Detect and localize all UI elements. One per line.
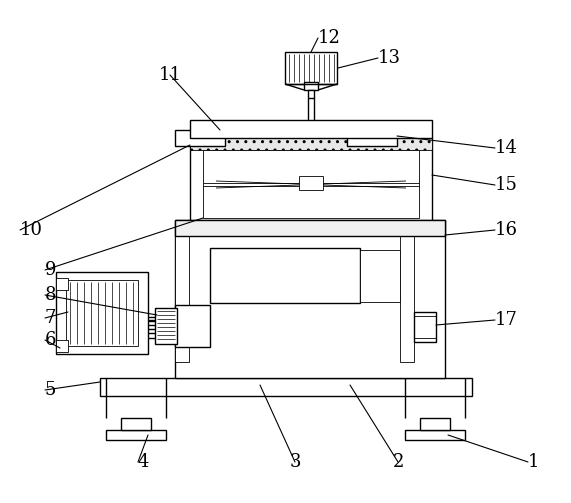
Text: 7: 7 <box>45 309 57 327</box>
Bar <box>175 220 445 236</box>
Bar <box>175 130 225 146</box>
Bar <box>56 278 68 290</box>
Bar <box>100 378 472 396</box>
Text: 3: 3 <box>289 453 301 471</box>
Text: 5: 5 <box>45 381 57 399</box>
Bar <box>285 52 337 84</box>
Bar <box>203 150 419 218</box>
Bar <box>190 120 432 138</box>
Bar <box>190 138 432 220</box>
Text: 2: 2 <box>392 453 404 471</box>
Text: 16: 16 <box>495 221 518 239</box>
Text: 6: 6 <box>45 331 57 349</box>
Bar <box>56 340 68 352</box>
Text: 12: 12 <box>318 29 341 47</box>
Text: 8: 8 <box>45 286 57 304</box>
Bar <box>66 280 138 346</box>
Text: 14: 14 <box>495 139 518 157</box>
Bar <box>420 418 450 430</box>
Bar <box>360 250 400 302</box>
Text: 11: 11 <box>159 66 182 84</box>
Text: 9: 9 <box>45 261 57 279</box>
Bar <box>106 430 166 440</box>
Bar <box>56 272 148 354</box>
Bar <box>175 220 445 236</box>
Bar <box>299 176 323 190</box>
Text: 10: 10 <box>20 221 43 239</box>
Text: 4: 4 <box>138 453 150 471</box>
Text: 17: 17 <box>495 311 518 329</box>
Bar <box>405 430 465 440</box>
Bar <box>190 138 432 150</box>
Text: 15: 15 <box>495 176 518 194</box>
Bar <box>304 82 318 90</box>
Bar <box>155 308 177 344</box>
Text: 13: 13 <box>378 49 401 67</box>
Bar <box>175 232 189 362</box>
Text: 1: 1 <box>528 453 540 471</box>
Bar <box>175 220 445 378</box>
Bar <box>414 312 436 342</box>
Bar <box>400 232 414 362</box>
Bar <box>210 248 360 303</box>
Bar <box>308 90 314 98</box>
Bar <box>347 130 397 146</box>
Bar <box>121 418 151 430</box>
Bar <box>175 305 210 347</box>
